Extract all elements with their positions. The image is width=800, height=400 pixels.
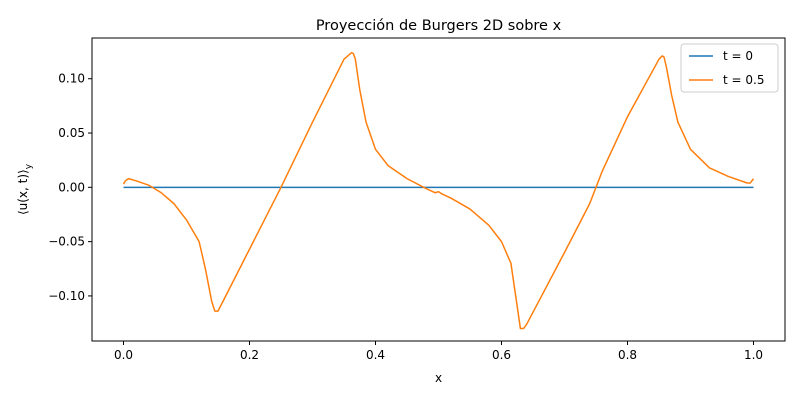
y-axis-label: ⟨u(x, t)⟩y	[16, 163, 34, 215]
legend-label-t05: t = 0.5	[723, 73, 764, 87]
legend: t = 0 t = 0.5	[680, 43, 779, 93]
x-tick-label: 0.0	[114, 348, 133, 362]
y-tick-label: 0.10	[58, 72, 85, 86]
y-tick-label: 0.05	[58, 126, 85, 140]
y-axis-ticks: −0.10 −0.05 0.00 0.05 0.10	[48, 72, 92, 303]
chart-title: Proyección de Burgers 2D sobre x	[316, 18, 562, 34]
x-tick-label: 1.0	[744, 348, 763, 362]
x-axis-label: x	[435, 371, 442, 385]
y-axis-label-subscript: y	[24, 163, 34, 169]
x-tick-label: 0.2	[240, 348, 259, 362]
x-axis-ticks: 0.0 0.2 0.4 0.6 0.8 1.0	[114, 341, 763, 362]
plot-area	[122, 51, 755, 330]
x-tick-label: 0.4	[366, 348, 385, 362]
x-tick-label: 0.6	[492, 348, 511, 362]
y-tick-label: −0.05	[48, 235, 85, 249]
y-tick-label: −0.10	[48, 289, 85, 303]
y-axis-label-main: ⟨u(x, t)⟩	[16, 169, 30, 215]
x-tick-label: 0.8	[618, 348, 637, 362]
legend-label-t0: t = 0	[723, 49, 753, 63]
series-line-t05	[122, 51, 755, 330]
y-tick-label: 0.00	[58, 180, 85, 194]
axes-frame	[91, 37, 786, 342]
